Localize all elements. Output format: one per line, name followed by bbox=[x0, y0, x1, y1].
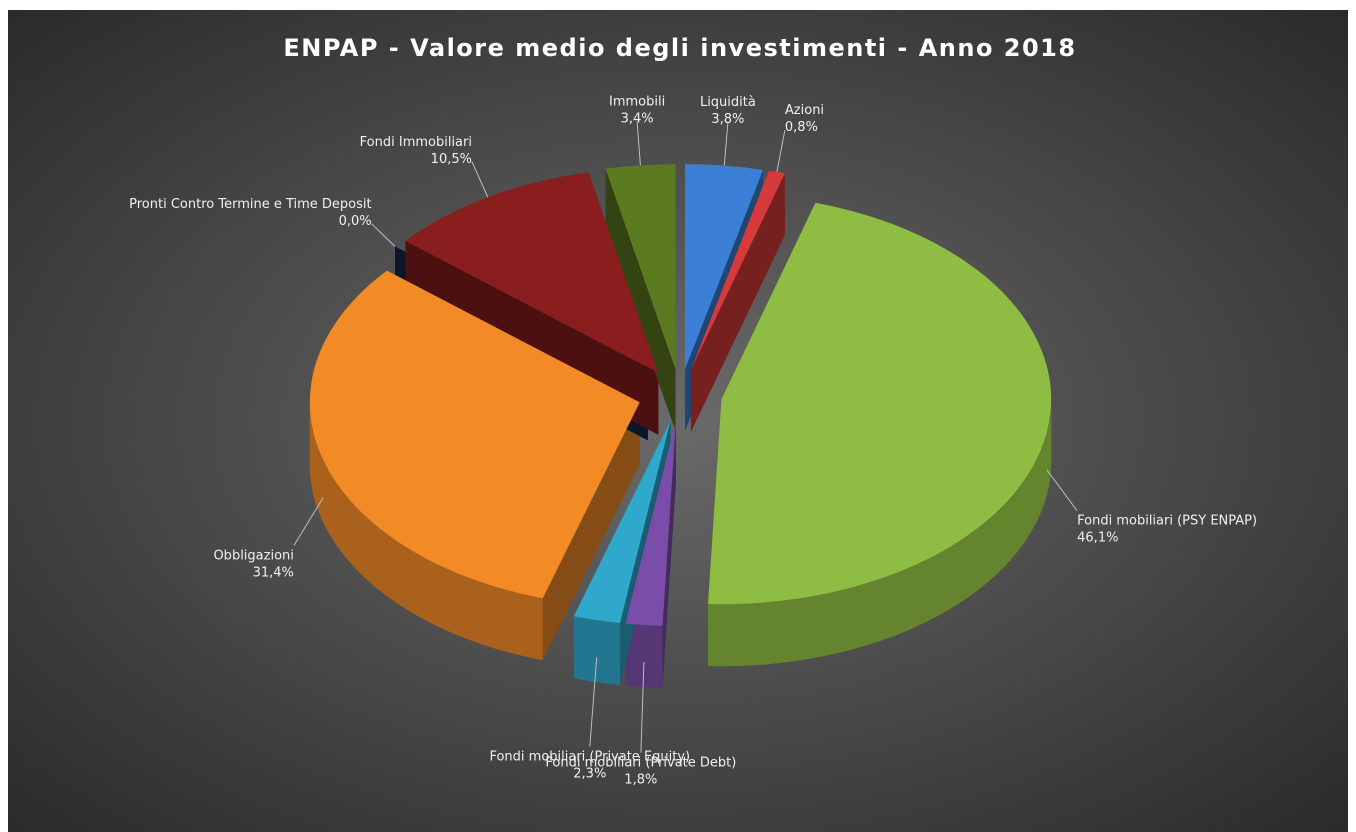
slice-label: Immobili bbox=[609, 95, 665, 110]
slice-wall bbox=[309, 402, 543, 661]
slice bbox=[625, 420, 676, 626]
slice-label: Fondi mobiliari (PSY ENPAP) bbox=[1077, 514, 1257, 529]
background bbox=[8, 10, 1348, 832]
slice-value-label: 10,5% bbox=[431, 152, 472, 167]
slice-edge bbox=[690, 173, 785, 432]
slice-label: Fondi mobiliari (Private Debt) bbox=[545, 756, 736, 771]
slice bbox=[309, 270, 640, 599]
labels: Liquidità 3,8% Azioni 0,8% Fondi mobiliari (… bbox=[129, 95, 1257, 788]
slice-value-label: 3,4% bbox=[621, 112, 654, 127]
leader-line bbox=[776, 129, 786, 172]
slice-label: Pronti Contro Termine e Time Deposit bbox=[129, 197, 371, 212]
slice bbox=[395, 246, 648, 379]
leader-line bbox=[371, 223, 396, 247]
slice-label: Fondi Immobiliari bbox=[360, 135, 472, 150]
slice-value-label: 3,8% bbox=[711, 112, 744, 127]
slice bbox=[684, 164, 763, 370]
leader-line bbox=[471, 161, 489, 198]
slice bbox=[708, 202, 1052, 605]
tops bbox=[309, 164, 1052, 626]
slice-label: Obbligazioni bbox=[213, 548, 293, 563]
slice-label: Azioni bbox=[785, 103, 824, 118]
slice-wall bbox=[573, 616, 620, 685]
slice-wall bbox=[708, 399, 1052, 667]
leader-line bbox=[640, 662, 645, 753]
slice bbox=[573, 420, 671, 623]
slice-label: Liquidità bbox=[700, 95, 756, 110]
slice-value-label: 31,4% bbox=[253, 565, 294, 580]
slice-edge bbox=[542, 402, 640, 661]
leader-line bbox=[636, 121, 641, 166]
chart-title: ENPAP - Valore medio degli investimenti … bbox=[283, 34, 1076, 62]
leader-line bbox=[589, 657, 598, 747]
slice-value-label: 0,0% bbox=[339, 214, 372, 229]
slice bbox=[405, 172, 659, 373]
slice-value-label: 46,1% bbox=[1077, 531, 1118, 546]
leader-line bbox=[723, 121, 729, 166]
slice-value-label: 2,3% bbox=[573, 767, 606, 782]
slice bbox=[605, 164, 676, 370]
slice-value-label: 0,8% bbox=[785, 120, 818, 135]
slice-label: Fondi mobiliari (Private Equity) bbox=[489, 750, 690, 765]
leader-line bbox=[1046, 469, 1078, 511]
slice-edge bbox=[605, 168, 676, 432]
slice-wall bbox=[625, 623, 663, 688]
leader-line bbox=[293, 497, 324, 546]
slice-value-label: 1,8% bbox=[624, 773, 657, 788]
slice bbox=[690, 170, 785, 370]
